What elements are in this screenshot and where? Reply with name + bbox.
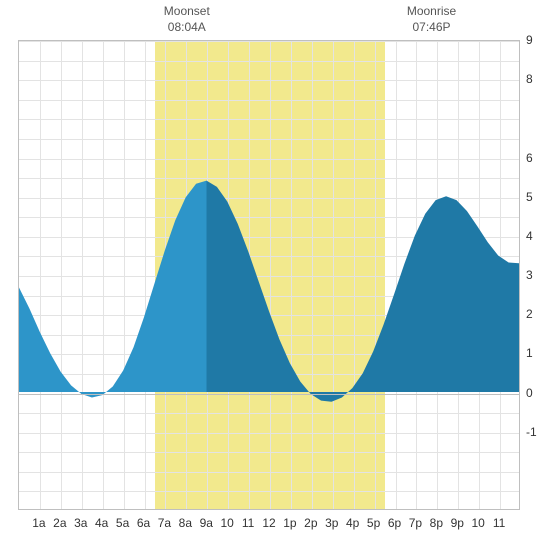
x-tick-label: 11 — [242, 516, 254, 530]
x-tick-label: 9p — [451, 516, 464, 530]
x-tick-label: 10 — [220, 516, 233, 530]
moonrise-annotation: Moonrise 07:46P — [392, 4, 472, 35]
x-tick-label: 7a — [158, 516, 171, 530]
y-tick-label: 1 — [526, 346, 533, 360]
x-tick-label: 5p — [367, 516, 380, 530]
x-tick-label: 2a — [53, 516, 66, 530]
x-tick-label: 6p — [388, 516, 401, 530]
x-tick-label: 1a — [32, 516, 45, 530]
moonrise-time: 07:46P — [392, 20, 472, 36]
x-tick-label: 12 — [262, 516, 275, 530]
tide-curve — [19, 41, 519, 509]
x-tick-label: 8p — [430, 516, 443, 530]
moonset-time: 08:04A — [147, 20, 227, 36]
x-tick-label: 10 — [471, 516, 484, 530]
x-tick-label: 5a — [116, 516, 129, 530]
y-tick-label: 5 — [526, 190, 533, 204]
y-tick-label: 2 — [526, 307, 533, 321]
y-tick-label: 9 — [526, 33, 533, 47]
y-tick-label: -1 — [526, 425, 537, 439]
x-tick-label: 3a — [74, 516, 87, 530]
y-tick-label: 3 — [526, 268, 533, 282]
x-tick-label: 4p — [346, 516, 359, 530]
x-tick-label: 6a — [137, 516, 150, 530]
x-tick-label: 7p — [409, 516, 422, 530]
moonset-label: Moonset — [147, 4, 227, 20]
x-tick-label: 11 — [493, 516, 505, 530]
moonrise-label: Moonrise — [392, 4, 472, 20]
y-tick-label: 8 — [526, 72, 533, 86]
zero-line — [19, 394, 519, 395]
x-tick-label: 8a — [179, 516, 192, 530]
x-tick-label: 9a — [200, 516, 213, 530]
y-tick-label: 0 — [526, 386, 533, 400]
x-tick-label: 4a — [95, 516, 108, 530]
x-tick-label: 2p — [304, 516, 317, 530]
plot-area — [18, 40, 520, 510]
y-tick-label: 4 — [526, 229, 533, 243]
x-tick-label: 3p — [325, 516, 338, 530]
y-tick-label: 6 — [526, 151, 533, 165]
chart-container: Moonset 08:04A Moonrise 07:46P 1a 2a 3a 4a 5… — [0, 0, 550, 550]
moonset-annotation: Moonset 08:04A — [147, 4, 227, 35]
x-tick-label: 1p — [283, 516, 296, 530]
